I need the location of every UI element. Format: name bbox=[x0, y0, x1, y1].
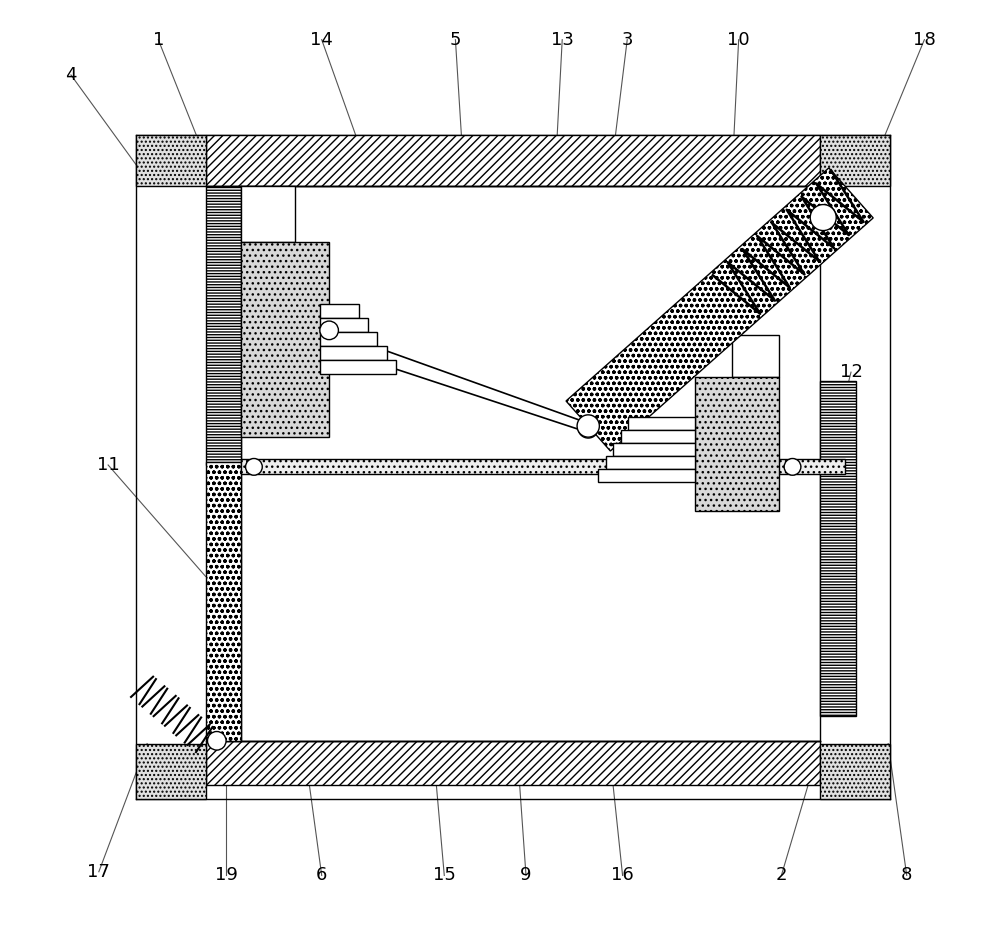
Bar bbox=[241, 242, 329, 437]
Text: 16: 16 bbox=[611, 867, 634, 884]
Text: 12: 12 bbox=[840, 363, 862, 381]
Bar bbox=[320, 332, 377, 346]
Text: 13: 13 bbox=[551, 31, 574, 48]
Bar bbox=[206, 136, 820, 186]
Text: 19: 19 bbox=[215, 867, 237, 884]
Circle shape bbox=[246, 458, 262, 475]
Text: 1: 1 bbox=[153, 31, 164, 48]
Bar bbox=[820, 136, 890, 186]
Bar bbox=[206, 741, 820, 785]
Text: 15: 15 bbox=[433, 867, 456, 884]
Text: 5: 5 bbox=[450, 31, 461, 48]
Text: 9: 9 bbox=[520, 867, 532, 884]
Bar bbox=[320, 346, 387, 360]
Text: 14: 14 bbox=[310, 31, 333, 48]
Text: 4: 4 bbox=[65, 66, 77, 84]
Bar bbox=[136, 136, 206, 186]
Bar bbox=[136, 744, 206, 799]
Bar bbox=[732, 335, 779, 377]
Circle shape bbox=[320, 321, 338, 339]
Bar bbox=[320, 318, 368, 332]
Bar bbox=[820, 381, 856, 716]
Bar bbox=[320, 304, 359, 318]
Bar bbox=[606, 456, 695, 469]
Text: 2: 2 bbox=[776, 867, 787, 884]
Bar bbox=[621, 430, 695, 443]
Bar bbox=[613, 443, 695, 456]
Bar bbox=[628, 417, 695, 430]
Circle shape bbox=[578, 418, 598, 438]
Text: 11: 11 bbox=[97, 456, 120, 474]
Text: 17: 17 bbox=[87, 863, 110, 881]
Text: 3: 3 bbox=[621, 31, 633, 48]
Circle shape bbox=[207, 732, 226, 751]
Bar bbox=[206, 462, 241, 741]
Bar bbox=[241, 186, 295, 242]
Bar bbox=[241, 459, 845, 474]
Text: 18: 18 bbox=[913, 31, 936, 48]
Circle shape bbox=[784, 458, 801, 475]
Bar bbox=[598, 469, 695, 482]
Bar bbox=[320, 360, 396, 374]
Circle shape bbox=[577, 415, 599, 437]
Polygon shape bbox=[566, 168, 873, 451]
Circle shape bbox=[810, 205, 836, 231]
Text: 10: 10 bbox=[727, 31, 750, 48]
Bar bbox=[206, 186, 241, 465]
Text: 6: 6 bbox=[316, 867, 327, 884]
Bar bbox=[820, 744, 890, 799]
Text: 8: 8 bbox=[901, 867, 912, 884]
Bar bbox=[695, 377, 779, 512]
